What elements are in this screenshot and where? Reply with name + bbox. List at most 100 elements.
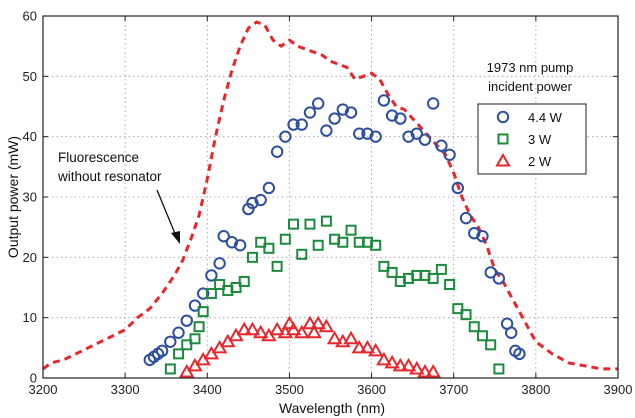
data-point-square	[320, 215, 332, 227]
annotation: Fluorescence without resonator	[57, 150, 180, 244]
data-markers	[143, 94, 526, 378]
x-tick-label: 3700	[439, 382, 468, 397]
data-point-circle	[217, 230, 230, 243]
x-tick-label: 3500	[275, 382, 304, 397]
data-point-circle	[213, 257, 226, 270]
data-point-square	[271, 260, 283, 272]
annotation-line-1: Fluorescence	[58, 150, 139, 165]
data-point-circle	[369, 130, 382, 143]
data-point-circle	[254, 193, 267, 207]
legend-title-line-2: incident power	[488, 79, 572, 94]
data-point-triangle	[343, 330, 359, 345]
data-point-circle	[164, 335, 177, 348]
data-point-triangle	[326, 330, 343, 345]
data-point-triangle	[318, 318, 335, 333]
data-point-square	[452, 303, 464, 315]
annotation-arrowhead	[171, 231, 180, 244]
legend-box	[477, 103, 587, 175]
data-point-square	[181, 339, 193, 351]
y-tick-label: 20	[23, 250, 37, 265]
data-point-square	[370, 239, 382, 251]
data-point-triangle	[310, 315, 326, 330]
data-point-square	[378, 260, 390, 272]
data-point-triangle	[306, 324, 322, 339]
data-point-circle	[233, 239, 247, 252]
data-point-square	[230, 282, 242, 293]
data-point-square	[214, 278, 226, 290]
series-triangle	[179, 315, 441, 378]
data-point-triangle	[281, 315, 298, 330]
data-point-square	[485, 339, 497, 351]
data-point-triangle	[376, 351, 392, 366]
y-tick-label: 0	[30, 371, 37, 386]
x-tick-label: 3800	[521, 382, 550, 397]
y-tick-label: 30	[23, 190, 37, 205]
data-point-square	[255, 236, 267, 248]
data-point-circle	[344, 106, 358, 119]
data-point-circle	[353, 127, 366, 140]
x-axis-title: Wavelength (nm)	[279, 400, 385, 416]
legend-label-4-4w: 4.4 W	[528, 110, 563, 125]
y-tick-label: 50	[23, 69, 37, 84]
data-point-square	[312, 239, 324, 251]
data-point-triangle	[294, 324, 310, 339]
x-tick-label: 3400	[193, 382, 222, 397]
data-point-square	[246, 251, 258, 263]
data-point-circle	[180, 314, 193, 327]
data-point-square	[345, 224, 357, 236]
data-point-circle	[443, 148, 456, 161]
series-square	[164, 215, 505, 375]
data-point-circle	[320, 124, 333, 137]
data-point-square	[288, 218, 300, 230]
data-point-triangle	[417, 363, 433, 378]
data-point-circle	[295, 118, 308, 131]
y-axis-title: Output power (mW)	[5, 136, 21, 258]
data-point-circle	[418, 133, 432, 146]
legend: 1973 nm pump incident power 4.4 W 3 W 2 …	[477, 60, 587, 175]
data-point-triangle	[302, 315, 318, 330]
data-point-circle	[279, 130, 292, 143]
data-point-circle	[287, 118, 300, 131]
axis-ticks: 3200 3300 3400 3500 3600 3700 3800 3900 0 10 20 30 4…	[23, 9, 633, 398]
data-point-circle	[505, 326, 518, 339]
data-point-square	[205, 288, 217, 300]
x-tick-label: 3600	[357, 382, 386, 397]
data-point-triangle	[384, 354, 400, 369]
y-tick-label: 10	[23, 310, 37, 325]
y-tick-label: 60	[23, 9, 37, 24]
series-circle	[143, 94, 526, 367]
data-point-circle	[451, 181, 465, 195]
data-point-triangle	[244, 321, 261, 336]
data-point-circle	[484, 266, 497, 279]
data-point-circle	[196, 287, 210, 300]
legend-markers	[495, 110, 511, 167]
data-point-triangle	[285, 321, 302, 336]
data-point-triangle	[400, 357, 417, 372]
data-point-square	[337, 236, 349, 248]
data-point-circle	[513, 347, 526, 361]
data-point-square	[263, 242, 275, 254]
x-tick-label: 3300	[111, 382, 140, 397]
data-point-square	[238, 275, 250, 287]
data-point-square	[468, 321, 480, 333]
legend-title-line-1: 1973 nm pump	[487, 60, 574, 75]
x-tick-label: 3900	[604, 382, 633, 397]
data-point-circle	[410, 127, 423, 140]
data-point-square	[304, 218, 316, 230]
legend-label-3w: 3 W	[528, 132, 552, 147]
data-point-circle	[155, 344, 169, 358]
data-point-circle	[377, 94, 391, 107]
data-point-circle	[492, 272, 506, 285]
data-point-square	[173, 348, 185, 360]
data-point-circle	[426, 97, 440, 110]
data-point-square	[197, 306, 209, 318]
data-point-triangle	[252, 324, 269, 339]
data-point-triangle	[392, 357, 409, 372]
data-point-circle	[270, 145, 284, 158]
data-point-square	[460, 309, 472, 321]
data-point-circle	[205, 269, 218, 282]
data-point-triangle	[367, 342, 384, 357]
data-point-circle	[172, 326, 185, 339]
data-point-square	[189, 333, 201, 345]
data-point-circle	[394, 112, 407, 125]
